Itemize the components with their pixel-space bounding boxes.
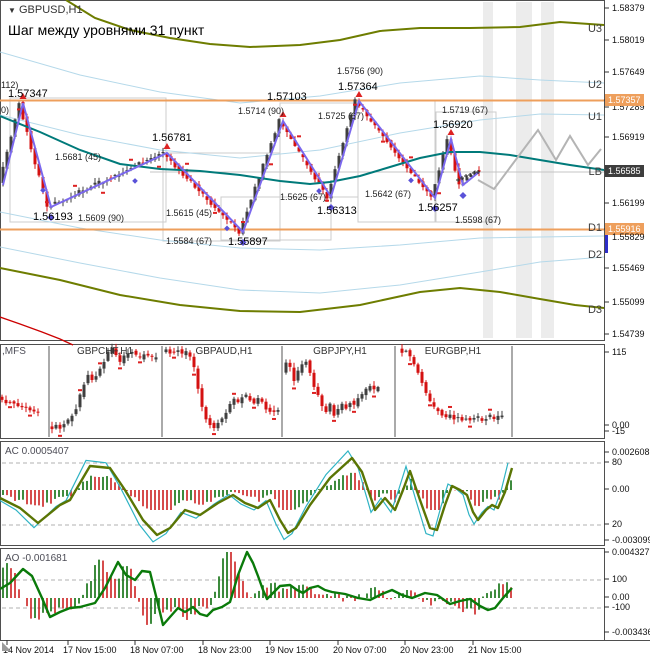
scroll-marker-icon: [2, 642, 11, 651]
price-axis[interactable]: [604, 0, 650, 640]
ao-indicator-panel[interactable]: [0, 548, 605, 641]
time-axis[interactable]: [0, 640, 650, 660]
ac-indicator-panel[interactable]: [0, 441, 605, 546]
mini-charts-panel[interactable]: [0, 344, 605, 439]
main-chart-panel[interactable]: [0, 0, 605, 341]
